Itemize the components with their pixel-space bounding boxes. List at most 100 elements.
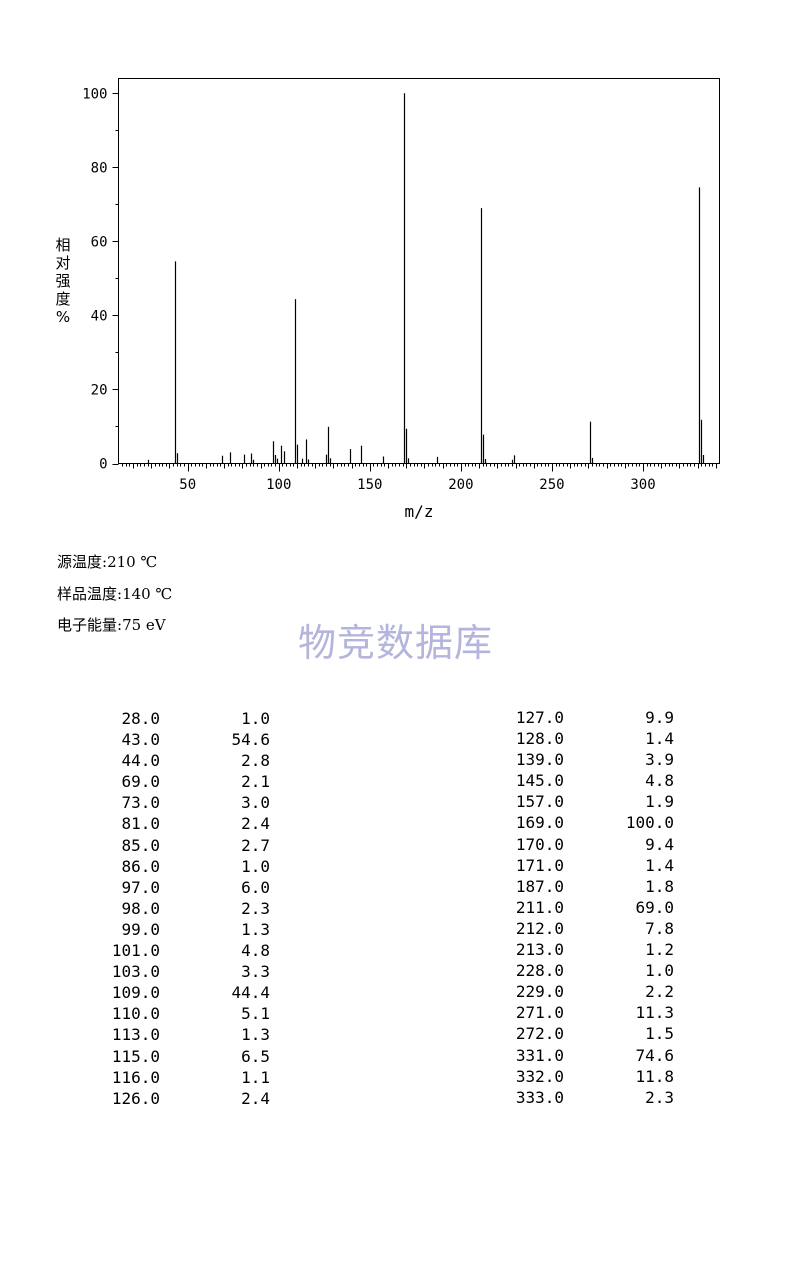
table-row: 228.0 1.0 bbox=[460, 960, 690, 981]
table-row: 101.0 4.8 bbox=[60, 940, 280, 961]
source-temperature-value: 210 ℃ bbox=[107, 553, 158, 571]
table-row: 98.0 2.3 bbox=[60, 898, 280, 919]
intensity-value: 3.3 bbox=[241, 962, 270, 982]
table-row: 271.0 11.3 bbox=[460, 1002, 690, 1023]
table-row: 169.0 100.0 bbox=[460, 812, 690, 833]
intensity-value: 1.4 bbox=[645, 729, 674, 749]
table-row: 103.0 3.3 bbox=[60, 961, 280, 982]
y-axis: 0 20 40 60 80 100 bbox=[82, 86, 119, 473]
table-row: 99.0 1.3 bbox=[60, 919, 280, 940]
peak-series bbox=[147, 93, 705, 464]
mz-value: 331.0 bbox=[515, 1045, 564, 1065]
y-axis-label-glyph: 对 bbox=[55, 254, 70, 272]
table-row: 170.0 9.4 bbox=[460, 834, 690, 855]
intensity-value: 9.4 bbox=[645, 834, 674, 854]
intensity-value: 1.3 bbox=[241, 1025, 270, 1045]
table-row: 126.0 2.4 bbox=[60, 1088, 280, 1109]
table-row: 43.0 54.6 bbox=[60, 729, 280, 750]
plot-frame bbox=[118, 78, 720, 464]
table-row: 331.0 74.6 bbox=[460, 1045, 690, 1066]
intensity-value: 9.9 bbox=[645, 708, 674, 727]
x-tick-label: 50 bbox=[179, 477, 196, 493]
watermark: 物竞数据库 bbox=[298, 621, 494, 665]
intensity-value: 6.0 bbox=[241, 877, 270, 897]
y-tick-label: 60 bbox=[91, 234, 108, 250]
mz-value: 110.0 bbox=[111, 1004, 160, 1024]
mz-value: 97.0 bbox=[121, 877, 160, 897]
table-row: 333.0 2.3 bbox=[460, 1087, 690, 1108]
mz-value: 332.0 bbox=[515, 1066, 564, 1086]
table-row: 171.0 1.4 bbox=[460, 855, 690, 876]
intensity-value: 54.6 bbox=[231, 730, 270, 750]
mz-value: 157.0 bbox=[515, 792, 564, 812]
mz-value: 43.0 bbox=[121, 730, 160, 750]
intensity-value: 2.3 bbox=[645, 1087, 674, 1107]
intensity-value: 2.4 bbox=[241, 1088, 270, 1108]
table-row: 332.0 11.8 bbox=[460, 1066, 690, 1087]
table-row: 44.0 2.8 bbox=[60, 750, 280, 771]
intensity-value: 2.2 bbox=[645, 982, 674, 1002]
table-row: 128.0 1.4 bbox=[460, 728, 690, 749]
intensity-value: 100.0 bbox=[625, 813, 674, 833]
x-axis-label: m/z bbox=[405, 502, 434, 521]
mz-value: 228.0 bbox=[515, 961, 564, 981]
mz-value: 115.0 bbox=[111, 1046, 160, 1066]
sample-temperature-value: 140 ℃ bbox=[122, 585, 173, 603]
table-row: 73.0 3.0 bbox=[60, 792, 280, 813]
y-tick-label: 40 bbox=[91, 308, 108, 324]
table-row: 110.0 5.1 bbox=[60, 1003, 280, 1024]
intensity-value: 1.3 bbox=[241, 919, 270, 939]
mz-value: 187.0 bbox=[515, 876, 564, 896]
table-row: 145.0 4.8 bbox=[460, 770, 690, 791]
source-temperature: 源温度:210 ℃ bbox=[57, 551, 157, 572]
y-tick-label: 0 bbox=[99, 457, 107, 473]
mz-value: 109.0 bbox=[111, 983, 160, 1003]
y-tick-label: 20 bbox=[91, 382, 108, 398]
mass-spectrum-chart: 0 20 40 60 80 100 50 100 150 200 250 300 m/z 相对强度% bbox=[55, 78, 720, 521]
table-row: 86.0 1.0 bbox=[60, 856, 280, 877]
mz-value: 170.0 bbox=[515, 834, 564, 854]
table-row: 69.0 2.1 bbox=[60, 771, 280, 792]
x-tick-label: 100 bbox=[266, 477, 291, 493]
intensity-value: 1.1 bbox=[241, 1067, 270, 1087]
mz-value: 139.0 bbox=[515, 750, 564, 770]
table-row: 81.0 2.4 bbox=[60, 813, 280, 834]
y-tick-label: 80 bbox=[91, 160, 108, 176]
table-row: 213.0 1.2 bbox=[460, 939, 690, 960]
intensity-value: 2.7 bbox=[241, 835, 270, 855]
mz-value: 73.0 bbox=[121, 793, 160, 813]
intensity-value: 3.0 bbox=[241, 793, 270, 813]
peak-table-right: 127.0 9.9 128.0 1.4 139.0 3.9 145.0 4.8 157.0 1.9… bbox=[460, 707, 690, 1108]
intensity-value: 2.8 bbox=[241, 751, 270, 771]
intensity-value: 7.8 bbox=[645, 918, 674, 938]
mz-value: 127.0 bbox=[515, 708, 564, 727]
table-row: 272.0 1.5 bbox=[460, 1023, 690, 1044]
y-axis-label-glyph: % bbox=[56, 308, 70, 326]
x-tick-label: 300 bbox=[630, 477, 655, 493]
y-tick-label: 100 bbox=[82, 86, 107, 102]
mz-value: 229.0 bbox=[515, 982, 564, 1002]
mz-value: 169.0 bbox=[515, 813, 564, 833]
mz-value: 85.0 bbox=[121, 835, 160, 855]
table-row: 211.0 69.0 bbox=[460, 897, 690, 918]
intensity-value: 44.4 bbox=[231, 983, 270, 1003]
sample-temperature: 样品温度:140 ℃ bbox=[57, 583, 172, 604]
table-row: 229.0 2.2 bbox=[460, 981, 690, 1002]
intensity-value: 4.8 bbox=[645, 771, 674, 791]
mz-value: 98.0 bbox=[121, 898, 160, 918]
intensity-value: 1.4 bbox=[645, 855, 674, 875]
electron-energy-value: 75 eV bbox=[122, 616, 166, 634]
table-row: 127.0 9.9 bbox=[460, 707, 690, 728]
intensity-value: 11.3 bbox=[635, 1003, 674, 1023]
intensity-value: 11.8 bbox=[635, 1066, 674, 1086]
table-row: 97.0 6.0 bbox=[60, 877, 280, 898]
x-tick-label: 200 bbox=[448, 477, 473, 493]
mz-value: 333.0 bbox=[515, 1087, 564, 1107]
table-row: 28.0 1.0 bbox=[60, 708, 280, 729]
table-row: 157.0 1.9 bbox=[460, 791, 690, 812]
intensity-value: 1.5 bbox=[645, 1024, 674, 1044]
table-row: 187.0 1.8 bbox=[460, 876, 690, 897]
table-row: 113.0 1.3 bbox=[60, 1024, 280, 1045]
mz-value: 145.0 bbox=[515, 771, 564, 791]
mz-value: 213.0 bbox=[515, 940, 564, 960]
